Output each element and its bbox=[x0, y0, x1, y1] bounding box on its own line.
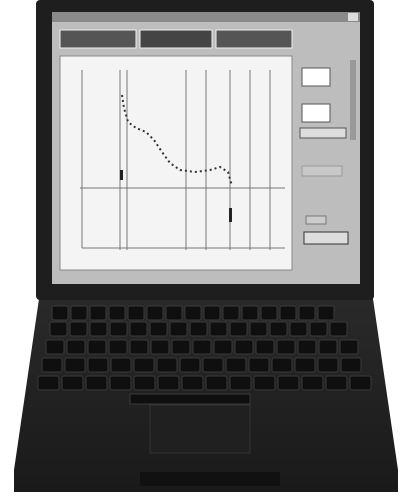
key[interactable] bbox=[250, 322, 267, 336]
key[interactable] bbox=[170, 322, 187, 336]
key[interactable] bbox=[254, 376, 275, 390]
key[interactable] bbox=[210, 322, 227, 336]
key[interactable] bbox=[272, 358, 292, 372]
key[interactable] bbox=[295, 358, 315, 372]
key[interactable] bbox=[341, 358, 361, 372]
key[interactable] bbox=[166, 306, 182, 320]
key[interactable] bbox=[242, 306, 258, 320]
key[interactable] bbox=[298, 340, 316, 354]
header-box bbox=[140, 30, 212, 48]
key[interactable] bbox=[158, 376, 179, 390]
key[interactable] bbox=[42, 358, 62, 372]
key[interactable] bbox=[157, 358, 177, 372]
key[interactable] bbox=[147, 306, 163, 320]
key[interactable] bbox=[230, 322, 247, 336]
close-button[interactable] bbox=[348, 13, 358, 21]
key[interactable] bbox=[299, 306, 315, 320]
key[interactable] bbox=[62, 376, 83, 390]
laptop-photo bbox=[0, 0, 411, 500]
plot-area bbox=[60, 56, 292, 270]
key[interactable] bbox=[235, 340, 253, 354]
key[interactable] bbox=[38, 376, 59, 390]
key[interactable] bbox=[261, 306, 277, 320]
button[interactable] bbox=[306, 216, 326, 224]
space-key[interactable] bbox=[130, 394, 250, 404]
key[interactable] bbox=[109, 306, 125, 320]
key[interactable] bbox=[290, 322, 307, 336]
key[interactable] bbox=[50, 322, 67, 336]
window-titlebar bbox=[52, 12, 360, 22]
key[interactable] bbox=[150, 322, 167, 336]
key[interactable] bbox=[70, 322, 87, 336]
header-box bbox=[60, 30, 136, 48]
key[interactable] bbox=[350, 376, 371, 390]
key[interactable] bbox=[319, 340, 337, 354]
key[interactable] bbox=[249, 358, 269, 372]
button[interactable] bbox=[302, 166, 342, 176]
key[interactable] bbox=[88, 358, 108, 372]
header-box bbox=[216, 30, 292, 48]
key[interactable] bbox=[67, 340, 85, 354]
key[interactable] bbox=[172, 340, 190, 354]
key[interactable] bbox=[330, 322, 347, 336]
key[interactable] bbox=[65, 358, 85, 372]
key[interactable] bbox=[204, 306, 220, 320]
key[interactable] bbox=[111, 358, 131, 372]
key[interactable] bbox=[134, 376, 155, 390]
key[interactable] bbox=[318, 358, 338, 372]
slider[interactable] bbox=[350, 60, 356, 140]
key[interactable] bbox=[270, 322, 287, 336]
key[interactable] bbox=[88, 340, 106, 354]
key[interactable] bbox=[278, 376, 299, 390]
marker bbox=[120, 170, 123, 180]
key[interactable] bbox=[134, 358, 154, 372]
front-latch bbox=[140, 472, 280, 486]
input-box[interactable] bbox=[302, 68, 330, 86]
key[interactable] bbox=[230, 376, 251, 390]
key[interactable] bbox=[190, 322, 207, 336]
key[interactable] bbox=[193, 340, 211, 354]
key[interactable] bbox=[203, 358, 223, 372]
key[interactable] bbox=[226, 358, 246, 372]
key[interactable] bbox=[110, 322, 127, 336]
key[interactable] bbox=[256, 340, 274, 354]
key[interactable] bbox=[128, 306, 144, 320]
key[interactable] bbox=[86, 376, 107, 390]
key[interactable] bbox=[206, 376, 227, 390]
key[interactable] bbox=[46, 340, 64, 354]
key[interactable] bbox=[318, 306, 334, 320]
key[interactable] bbox=[180, 358, 200, 372]
key[interactable] bbox=[185, 306, 201, 320]
key[interactable] bbox=[90, 322, 107, 336]
key[interactable] bbox=[130, 340, 148, 354]
button[interactable] bbox=[300, 128, 346, 138]
input-box[interactable] bbox=[302, 104, 330, 122]
key[interactable] bbox=[109, 340, 127, 354]
key[interactable] bbox=[52, 306, 68, 320]
key[interactable] bbox=[214, 340, 232, 354]
key[interactable] bbox=[151, 340, 169, 354]
key[interactable] bbox=[280, 306, 296, 320]
key[interactable] bbox=[340, 340, 358, 354]
page: (() => { const svg = document.getElement… bbox=[0, 0, 411, 500]
key[interactable] bbox=[277, 340, 295, 354]
key[interactable] bbox=[130, 322, 147, 336]
marker bbox=[229, 208, 232, 222]
button[interactable] bbox=[304, 232, 348, 244]
key[interactable] bbox=[326, 376, 347, 390]
key[interactable] bbox=[223, 306, 239, 320]
key[interactable] bbox=[71, 306, 87, 320]
key[interactable] bbox=[310, 322, 327, 336]
key[interactable] bbox=[90, 306, 106, 320]
palm-rest bbox=[150, 405, 250, 453]
key[interactable] bbox=[302, 376, 323, 390]
key[interactable] bbox=[182, 376, 203, 390]
key[interactable] bbox=[110, 376, 131, 390]
